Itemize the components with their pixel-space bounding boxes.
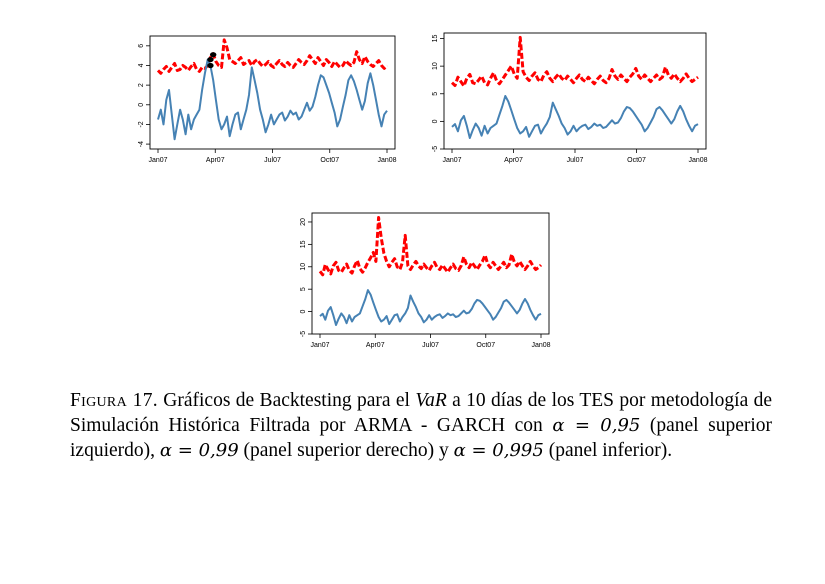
caption-alpha-2: α = 0,99: [159, 440, 239, 461]
caption-alpha-1: α = 0,95: [552, 415, 641, 436]
x-tick-label: Jan07: [148, 157, 167, 164]
x-tick-label: Jan08: [688, 157, 707, 164]
caption-text-1: Gráficos de Backtesting para el: [157, 390, 416, 411]
x-tick-label: Apr07: [504, 157, 523, 164]
backtest-chart-bottom: -5 0 5 10 15 20 Jan07 Apr07 Jul07 Oct07 Jan08: [300, 212, 551, 349]
backtest-chart-top-right: -5 0 5 10 15 Jan07 Apr07 Jul07 Oct07 Jan08: [432, 32, 708, 164]
y-tick-label: 15: [432, 35, 439, 43]
y-tick-label: 10: [300, 263, 307, 271]
y-tick-label: 0: [300, 310, 307, 314]
y-tick-label: -5: [432, 146, 439, 152]
x-tick-label: Jul07: [567, 157, 584, 164]
y-tick-label: 20: [300, 218, 307, 226]
y-tick-label: -2: [138, 121, 145, 127]
caption-alpha-3: α = 0,995: [453, 440, 544, 461]
violation-point: [207, 56, 214, 63]
y-tick-label: 5: [300, 287, 307, 291]
y-tick-label: 6: [138, 44, 145, 48]
x-tick-label: Apr07: [206, 157, 225, 164]
x-tick-label: Jan08: [531, 342, 550, 349]
caption-text-2: a 10 días de los TES por metodología de …: [70, 390, 772, 436]
x-tick-label: Jan07: [442, 157, 461, 164]
figure-caption: Figura 17. Gráficos de Backtesting para …: [70, 388, 772, 463]
y-tick-label: 15: [300, 240, 307, 248]
returns-series-line: [451, 95, 699, 139]
violation-point: [209, 52, 217, 58]
figure-label: Figura 17.: [70, 390, 158, 411]
y-tick-label: 0: [138, 103, 145, 107]
y-tick-label: 4: [138, 63, 145, 67]
y-tick-label: -5: [300, 331, 307, 337]
var-series-line: [450, 35, 699, 88]
y-tick-label: 2: [138, 83, 145, 87]
caption-text-4: (panel superior derecho) y: [238, 440, 454, 461]
y-tick-label: 5: [432, 92, 439, 96]
x-tick-label: Jan07: [310, 342, 329, 349]
y-tick-label: 0: [432, 119, 439, 123]
x-tick-label: Oct07: [320, 157, 339, 164]
x-tick-label: Oct07: [627, 157, 646, 164]
returns-series-line: [157, 58, 388, 141]
caption-var: VaR: [415, 390, 447, 411]
y-tick-label: -4: [138, 141, 145, 147]
var-series-line: [156, 38, 389, 75]
returns-series-line: [319, 289, 542, 326]
caption-text-3: (panel superior izquierdo),: [70, 415, 773, 461]
x-tick-label: Oct07: [476, 342, 495, 349]
x-tick-label: Jul07: [422, 342, 439, 349]
caption-text-5: (panel inferior).: [543, 440, 673, 461]
x-tick-label: Jul07: [264, 157, 281, 164]
y-tick-label: 10: [432, 62, 439, 70]
backtest-chart-top-left: -4 -2 0 2 4 6 Jan07 Apr07 Jul07 Oct07 Jan08: [138, 35, 397, 164]
violation-point: [207, 62, 214, 69]
x-tick-label: Jan08: [377, 157, 396, 164]
x-tick-label: Apr07: [366, 342, 385, 349]
var-series-line: [318, 216, 543, 277]
